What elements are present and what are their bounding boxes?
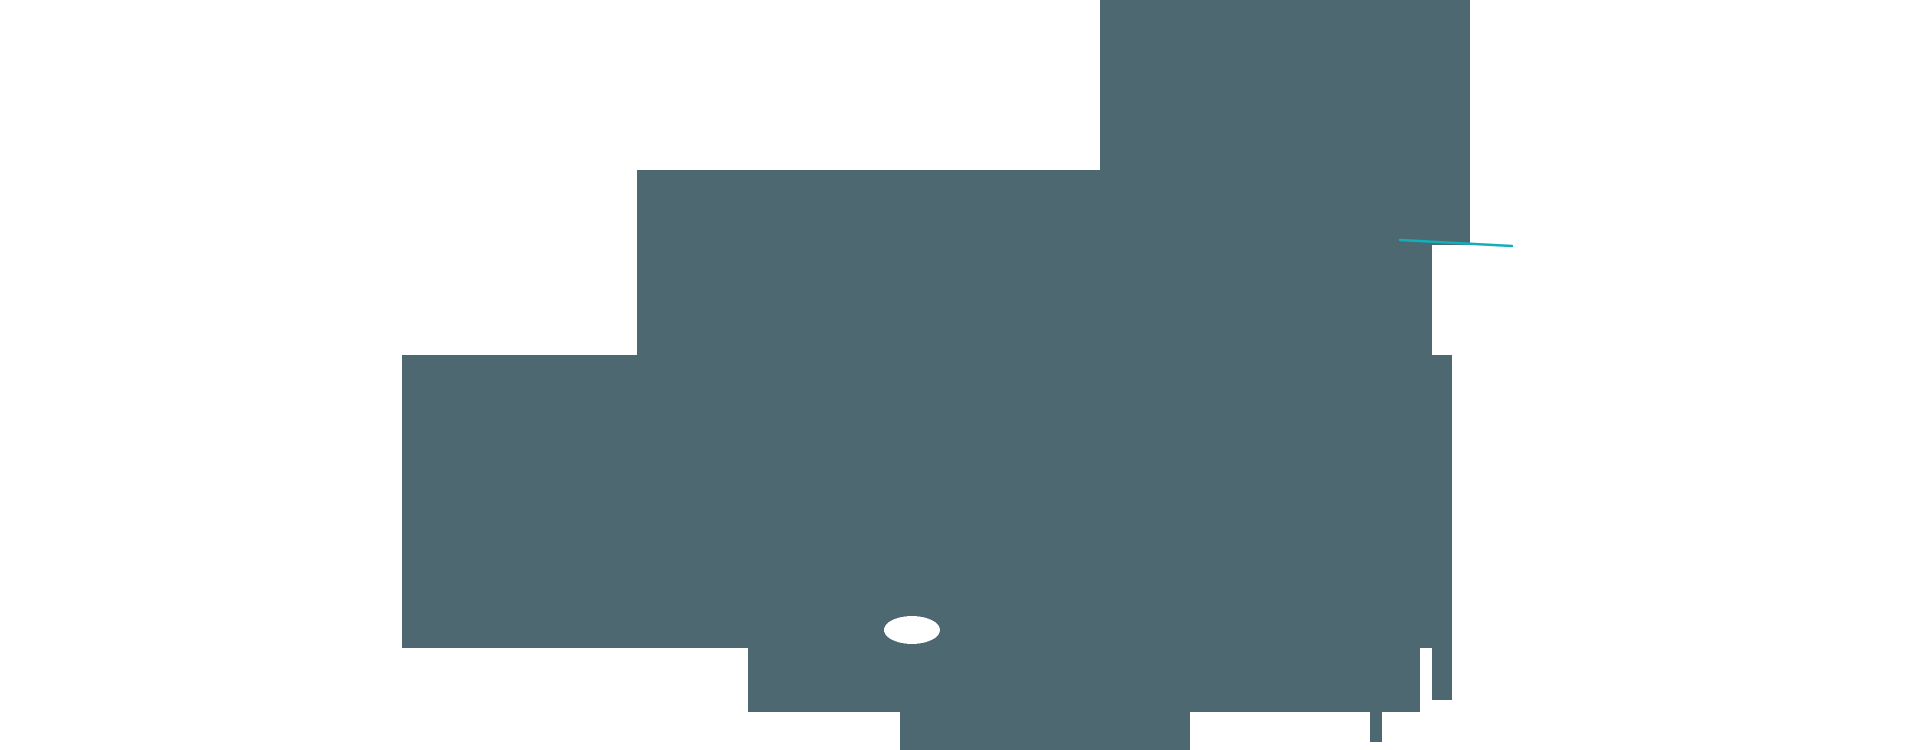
island-hole-main-overlay	[884, 616, 940, 644]
island-layer	[884, 616, 940, 644]
arc-overflow-layer	[1398, 238, 1514, 248]
arc-teal-right-tail	[1398, 238, 1514, 248]
